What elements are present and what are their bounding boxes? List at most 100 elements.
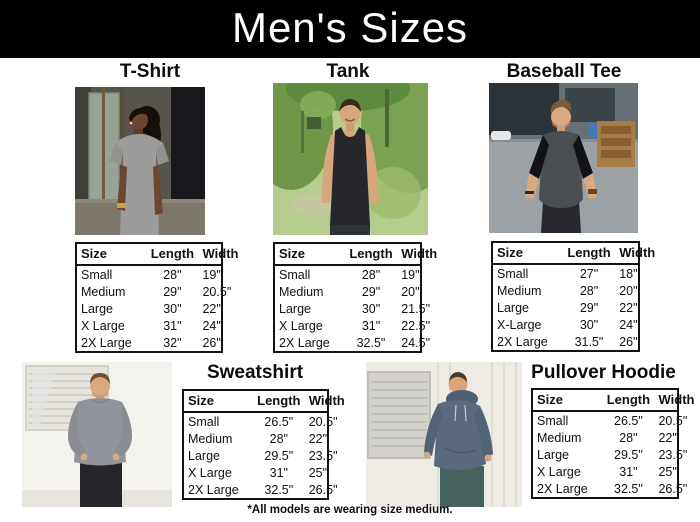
- size-cell: X Large: [537, 464, 581, 479]
- size-cell: 2X Large: [537, 481, 588, 496]
- table-header-row: Size Length Width: [76, 243, 238, 266]
- size-cell: 20.5": [202, 284, 232, 299]
- tshirt-model-photo: [75, 87, 205, 235]
- size-row: X Large 31" 22.5": [274, 317, 430, 334]
- size-cell: 27": [579, 266, 599, 281]
- column-header-width: Width: [398, 243, 437, 266]
- size-cell: 20.5": [308, 414, 338, 429]
- size-cell: 22": [619, 300, 638, 315]
- size-cell: 25": [308, 465, 328, 480]
- size-row: Small 26.5" 20.5": [183, 412, 338, 430]
- size-row: Large 29.5" 23.5": [183, 447, 338, 464]
- size-cell: Small: [497, 266, 529, 281]
- column-header-length: Length: [251, 390, 306, 413]
- section-title-pullover-hoodie: Pullover Hoodie: [531, 362, 676, 383]
- size-cell: 29": [163, 284, 182, 299]
- size-cell: 20.5": [658, 413, 688, 428]
- size-cell: 29.5": [614, 447, 643, 462]
- size-cell: 29": [361, 284, 381, 299]
- size-cell: X Large: [188, 465, 232, 480]
- size-cell: 32.5": [264, 482, 294, 497]
- size-cell: 26.5": [658, 481, 688, 496]
- table-header-row: Size Length Width: [492, 242, 655, 265]
- size-row: 2X Large 32" 26": [76, 334, 222, 352]
- tshirt-photo-illustration: [75, 87, 205, 235]
- size-cell: 22": [658, 430, 677, 445]
- size-cell: 31": [269, 465, 288, 480]
- tank-size-table: Size Length Width Small 28" 19" Medium 29" 20…: [273, 242, 437, 353]
- size-cell: 26.5": [614, 413, 643, 428]
- section-title-sweatshirt: Sweatshirt: [206, 362, 304, 383]
- size-cell: 28": [619, 430, 638, 445]
- size-cell: 23.5": [308, 448, 338, 463]
- column-header-size: Size: [492, 242, 562, 265]
- size-row: Small 27" 18": [492, 264, 639, 282]
- footnote: *All models are wearing size medium.: [247, 504, 453, 516]
- size-cell: Small: [279, 267, 311, 282]
- size-cell: 24": [619, 317, 638, 332]
- size-cell: 20": [401, 284, 420, 299]
- size-row: Medium 28" 22": [183, 430, 328, 447]
- size-cell: 29": [579, 300, 599, 315]
- size-row: Medium 28" 20": [492, 282, 639, 299]
- size-cell: 29.5": [264, 448, 294, 463]
- column-header-width: Width: [199, 243, 238, 266]
- size-cell: Medium: [81, 284, 126, 299]
- size-cell: 31": [163, 318, 182, 333]
- size-cell: 18": [619, 266, 638, 281]
- header-bar: Men's Sizes: [0, 0, 700, 58]
- tshirt-size-table: Size Length Width Small 28" 19" Medium 29" 20…: [75, 242, 238, 353]
- size-cell: Small: [537, 413, 569, 428]
- section-title-tank: Tank: [326, 61, 370, 82]
- size-cell: 28": [163, 267, 182, 282]
- size-row: X Large 31" 25": [183, 464, 328, 481]
- size-cell: 22": [308, 431, 328, 446]
- column-header-size: Size: [274, 243, 344, 266]
- column-header-length: Length: [343, 243, 399, 266]
- size-cell: Medium: [537, 430, 582, 445]
- size-row: Small 28" 19": [274, 265, 421, 283]
- size-cell: 19": [202, 267, 221, 282]
- size-row: 2X Large 32.5" 26.5": [532, 480, 688, 498]
- page-title: Men's Sizes: [231, 4, 469, 51]
- table-header-row: Size Length Width: [532, 389, 694, 412]
- size-cell: Large: [81, 301, 113, 316]
- size-cell: Large: [188, 448, 220, 463]
- size-cell: 23.5": [658, 447, 688, 462]
- size-cell: Medium: [188, 431, 233, 446]
- size-row: Large 30" 22": [76, 300, 222, 317]
- column-header-size: Size: [183, 390, 252, 413]
- pullover-hoodie-size-table: Size Length Width Small 26.5" 20.5" Medium 2…: [531, 388, 694, 499]
- size-cell: 25": [658, 464, 677, 479]
- size-cell: 26.5": [264, 414, 294, 429]
- size-cell: 30": [361, 301, 381, 316]
- size-cell: 28": [579, 283, 599, 298]
- table-header-row: Size Length Width: [274, 243, 437, 266]
- size-row: 2X Large 32.5" 26.5": [183, 481, 338, 499]
- column-header-length: Length: [561, 242, 617, 265]
- size-cell: 32.5": [614, 481, 643, 496]
- size-row: Medium 29" 20": [274, 283, 421, 300]
- size-cell: 30": [163, 301, 182, 316]
- column-header-length: Length: [145, 243, 200, 266]
- size-row: Medium 28" 22": [532, 429, 678, 446]
- size-cell: 21.5": [401, 301, 431, 316]
- size-row: Small 28" 19": [76, 265, 222, 283]
- size-cell: 31.5": [574, 334, 604, 349]
- tank-model-photo: [273, 83, 428, 235]
- table-header-row: Size Length Width: [183, 390, 345, 413]
- size-row: Large 30" 21.5": [274, 300, 431, 317]
- size-cell: X-Large: [497, 317, 542, 332]
- size-cell: 24": [202, 318, 221, 333]
- size-cell: 2X Large: [188, 482, 239, 497]
- size-cell: 24.5": [401, 335, 431, 350]
- size-cell: 22": [202, 301, 221, 316]
- hoodie-model-photo: [366, 362, 522, 507]
- column-header-length: Length: [601, 389, 656, 412]
- column-header-width: Width: [616, 242, 655, 265]
- column-header-width: Width: [655, 389, 694, 412]
- size-row: Medium 29" 20.5": [76, 283, 232, 300]
- size-row: X-Large 30" 24": [492, 316, 639, 333]
- size-cell: 2X Large: [279, 335, 330, 350]
